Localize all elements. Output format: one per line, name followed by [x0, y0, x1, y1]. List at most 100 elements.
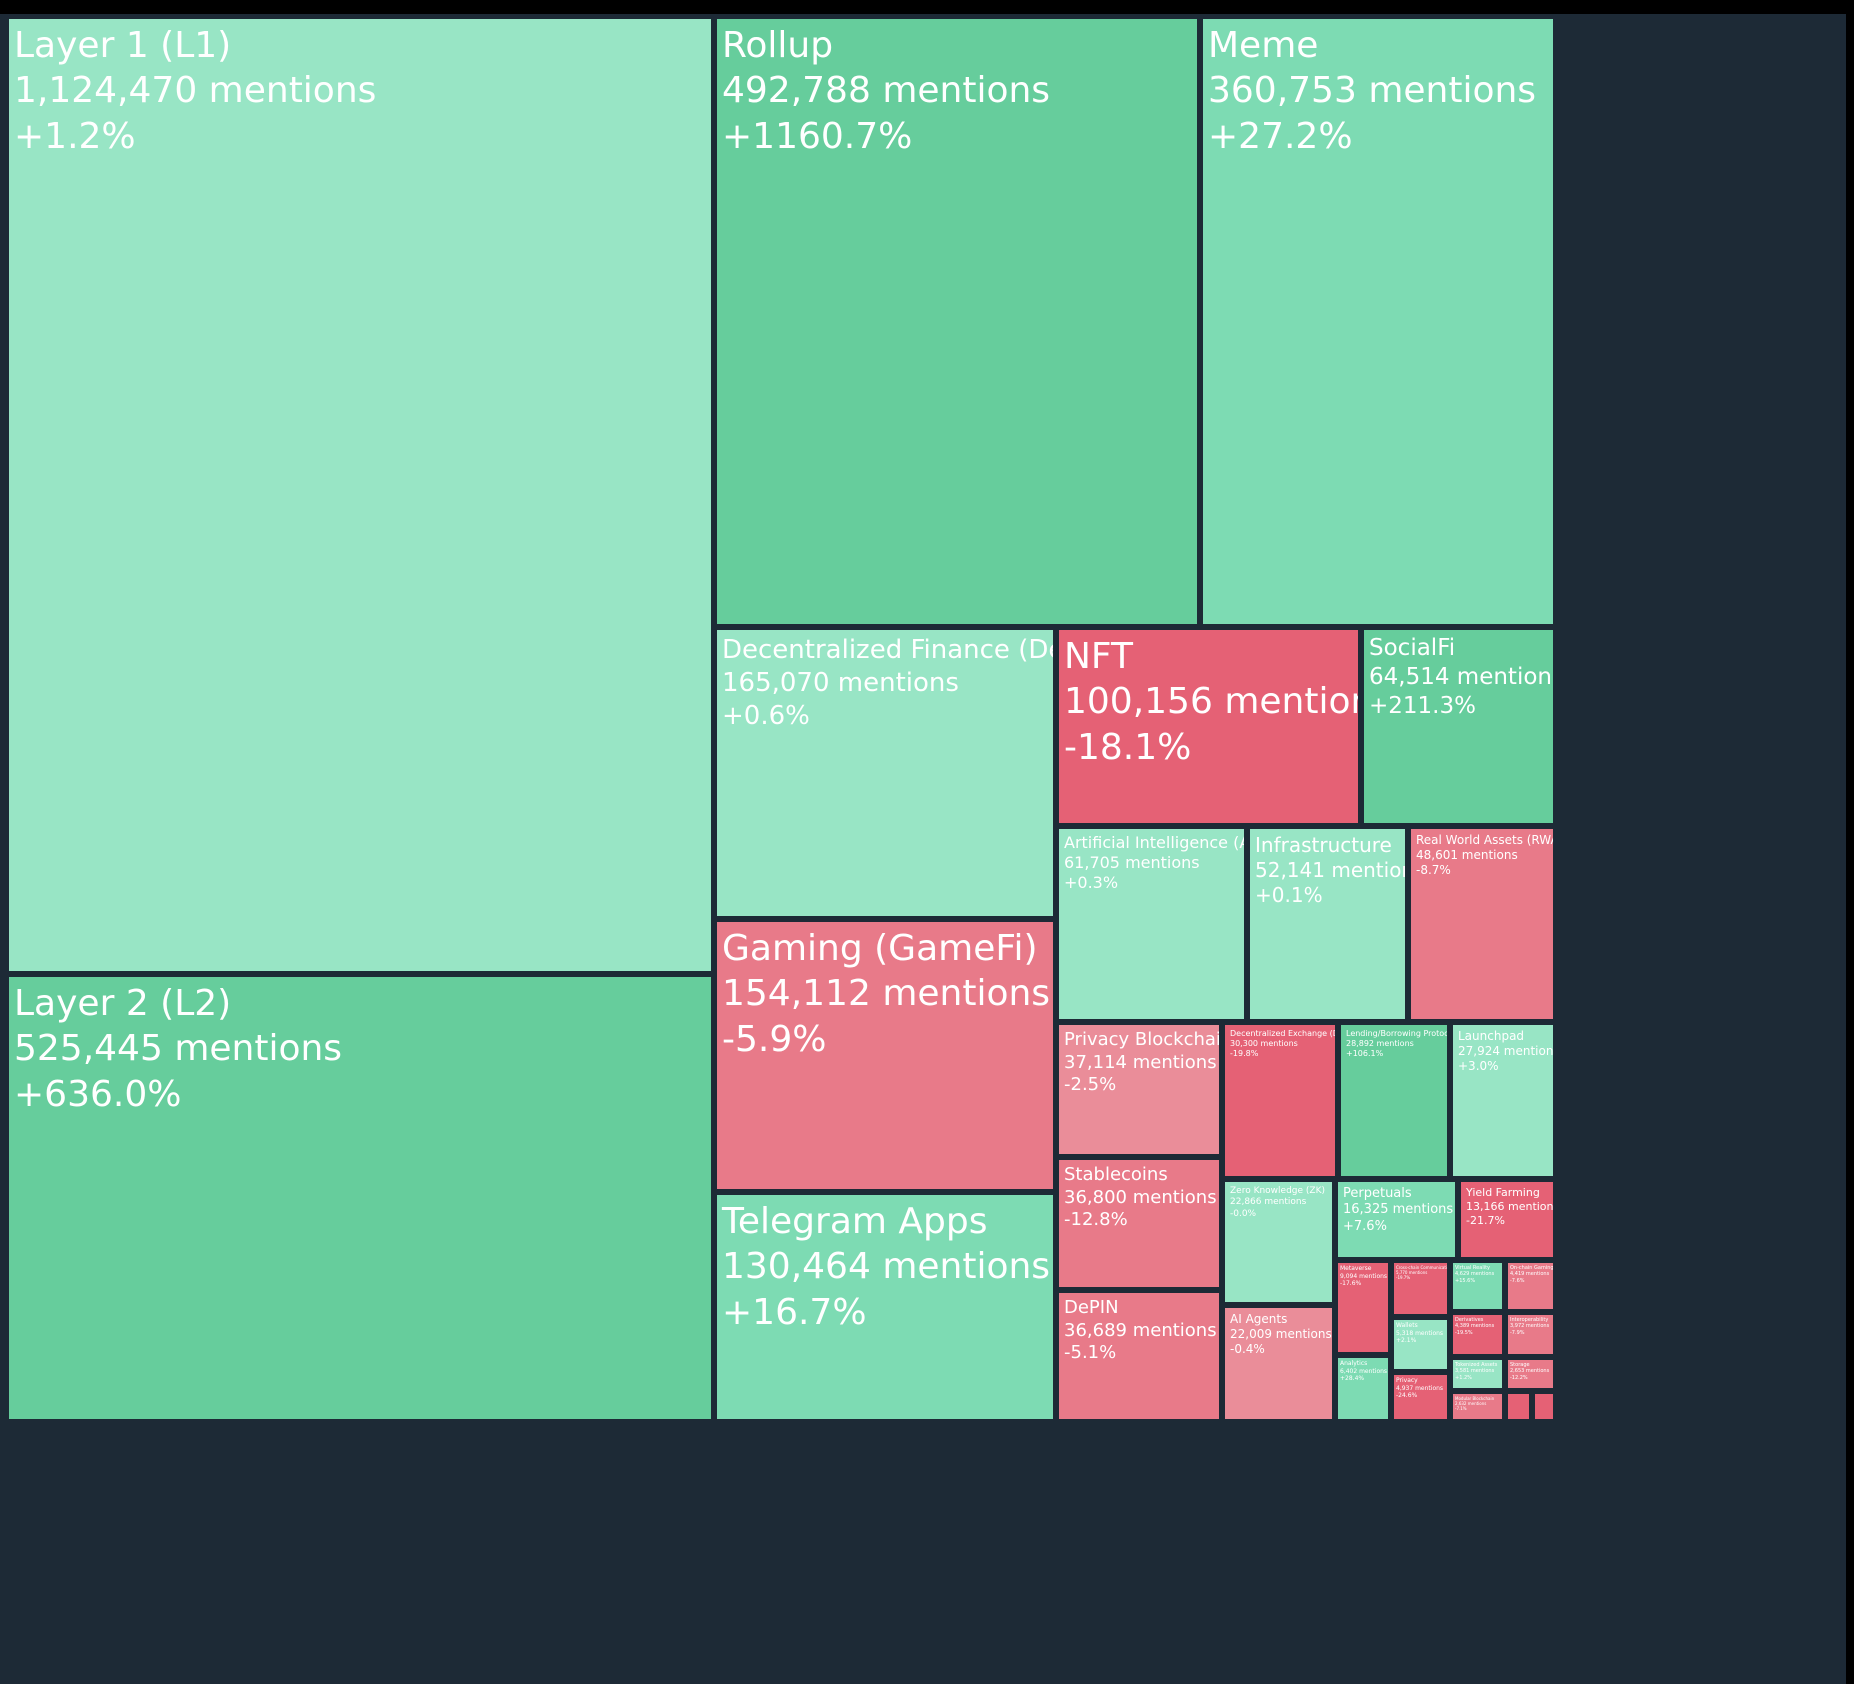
treemap-tile[interactable]: Decentralized Finance (DeFi)165,070 ment…	[714, 627, 1056, 919]
treemap-tile[interactable]: Meme 360,753 mentions +27.2%	[1200, 16, 1556, 627]
treemap-tile[interactable]: Privacy Blockchain 37,114 mentions -2.5%	[1056, 1022, 1222, 1157]
tile-name: Interoperability	[1510, 1317, 1549, 1323]
tile-label-group: Derivatives 4,389 mentions -19.5%	[1455, 1317, 1494, 1336]
tile-label-group: Telegram Apps 130,464 mentions +16.7%	[722, 1199, 1050, 1335]
treemap-tile[interactable]: Perpetuals 16,325 mentions +7.6%	[1335, 1179, 1458, 1260]
tile-name: Launchpad	[1458, 1029, 1525, 1043]
tile-name: Layer 1 (L1)	[14, 25, 232, 66]
treemap-tile[interactable]: On-chain Gaming 4,419 mentions -7.6%	[1505, 1260, 1556, 1312]
treemap-tile[interactable]: Telegram Apps 130,464 mentions +16.7%	[714, 1192, 1056, 1422]
tile-mentions: 52,141 mentions	[1255, 858, 1408, 883]
tile-name: Wallets	[1396, 1322, 1418, 1329]
tile-label-group: Rollup 492,788 mentions +1160.7%	[722, 23, 1050, 159]
treemap-tile[interactable]: Infrastructure 52,141 mentions +0.1%	[1247, 826, 1408, 1022]
treemap-tile[interactable]: Artificial Intelligence (AI) 61,705 menti…	[1056, 826, 1247, 1022]
treemap-tile[interactable]: Wallets 5,318 mentions +2.1%	[1391, 1317, 1450, 1372]
tile-name: Derivatives	[1455, 1317, 1484, 1323]
tile-change: -7.9%	[1510, 1329, 1525, 1336]
tile-mentions: 4,629 mentions	[1455, 1271, 1495, 1278]
tile-change: +636.0%	[14, 1073, 182, 1115]
treemap-tile[interactable]: Layer 1 (L1) 1,124,470 mentions +1.2%	[6, 16, 714, 974]
tile-change: -19.7%	[1396, 1275, 1411, 1281]
tile-mentions: 5,318 mentions	[1396, 1329, 1444, 1337]
tile-mentions: 48,601 mentions	[1416, 848, 1518, 863]
tile-name: Layer 2 (L2)	[14, 983, 232, 1024]
tile-name: DePIN	[1064, 1297, 1119, 1318]
treemap-tile[interactable]: Metaverse 9,094 mentions -17.6%	[1335, 1260, 1391, 1355]
tile-mentions: 165,070 mentions	[722, 667, 959, 698]
treemap-tile[interactable]: Privacy 4,937 mentions -24.6%	[1391, 1372, 1450, 1422]
tile-label-group: AI Agents 22,009 mentions -0.4%	[1230, 1312, 1332, 1357]
tile-mentions: 3,581 mentions	[1455, 1368, 1495, 1375]
treemap-tile[interactable]: Decentralized Exchange (DEX)30,300 menti…	[1222, 1022, 1338, 1179]
tile-change: +0.6%	[722, 700, 810, 731]
tile-mentions: 64,514 mentions	[1369, 663, 1556, 690]
tile-change: +28.4%	[1340, 1375, 1365, 1383]
treemap-tile[interactable]: Storage 2,653 mentions -12.2%	[1505, 1357, 1556, 1391]
treemap-tile[interactable]: Real World Assets (RWA) 48,601 mentions -8…	[1408, 826, 1556, 1022]
treemap-tile[interactable]	[1532, 1391, 1556, 1422]
treemap-tile[interactable]: Gaming (GameFi) 154,112 mentions -5.9%	[714, 919, 1056, 1192]
treemap-tile[interactable]: Zero Knowledge (ZK) 22,866 mentions -0.0%	[1222, 1179, 1335, 1305]
tile-label-group: Stablecoins 36,800 mentions -12.8%	[1064, 1164, 1217, 1232]
tile-mentions: 36,800 mentions	[1064, 1186, 1217, 1208]
tile-label-group: Modular Blockchain 2,632 mentions -7.1%	[1455, 1396, 1494, 1411]
tile-name: Telegram Apps	[722, 1201, 988, 1242]
tile-change: -12.2%	[1510, 1374, 1528, 1381]
tile-change: -7.6%	[1510, 1277, 1525, 1284]
treemap-tile[interactable]: SocialFi 64,514 mentions +211.3%	[1361, 627, 1556, 826]
tile-change: +0.1%	[1255, 883, 1323, 908]
tile-name: Privacy	[1396, 1377, 1418, 1384]
tile-name: Lending/Borrowing Protocols	[1346, 1029, 1450, 1038]
treemap-tile[interactable]: Virtual Reality 4,629 mentions +15.6%	[1450, 1260, 1505, 1312]
treemap-tile[interactable]: Lending/Borrowing Protocols 28,892 mentio…	[1338, 1022, 1450, 1179]
treemap-tile[interactable]: Analytics 6,402 mentions +28.4%	[1335, 1355, 1391, 1422]
tile-change: +27.2%	[1208, 115, 1353, 157]
tile-label-group: DePIN 36,689 mentions -5.1%	[1064, 1297, 1217, 1365]
tile-change: +15.6%	[1455, 1277, 1476, 1284]
treemap-tile[interactable]: Cross-chain Communication 5,770 mentions -…	[1391, 1260, 1450, 1317]
tile-name: Tokenized Assets	[1455, 1362, 1498, 1368]
tile-label-group: On-chain Gaming 4,419 mentions -7.6%	[1510, 1265, 1553, 1284]
tile-change: -0.0%	[1230, 1208, 1257, 1219]
treemap-tile[interactable]: DePIN 36,689 mentions -5.1%	[1056, 1290, 1222, 1422]
tile-change: +0.3%	[1064, 873, 1119, 893]
tile-mentions: 13,166 mentions	[1466, 1199, 1556, 1213]
treemap-tile[interactable]	[1505, 1391, 1532, 1422]
tile-label-group: Cross-chain Communication 5,770 mentions -…	[1396, 1265, 1447, 1281]
tile-name: Decentralized Exchange (DEX)	[1230, 1029, 1338, 1038]
tile-mentions: 492,788 mentions	[722, 70, 1051, 112]
treemap-tile[interactable]: Tokenized Assets 3,581 mentions +1.2%	[1450, 1357, 1505, 1391]
tile-label-group: Privacy Blockchain 37,114 mentions -2.5%	[1064, 1029, 1219, 1097]
tile-mentions: 154,112 mentions	[722, 973, 1051, 1015]
tile-label-group: Analytics 6,402 mentions +28.4%	[1340, 1360, 1387, 1383]
treemap-tile[interactable]: Yield Farming 13,166 mentions -21.7%	[1458, 1179, 1556, 1260]
tile-name: Perpetuals	[1343, 1186, 1412, 1201]
treemap-tile[interactable]: Derivatives 4,389 mentions -19.5%	[1450, 1312, 1505, 1357]
tile-name: Modular Blockchain	[1455, 1396, 1495, 1401]
treemap-tile[interactable]: Rollup 492,788 mentions +1160.7%	[714, 16, 1200, 627]
treemap-tile[interactable]: NFT 100,156 mentions -18.1%	[1056, 627, 1361, 826]
treemap-tile[interactable]: Launchpad 27,924 mentions +3.0%	[1450, 1022, 1556, 1179]
tile-name: Analytics	[1340, 1360, 1368, 1367]
tile-label-group: Privacy 4,937 mentions -24.6%	[1396, 1377, 1443, 1400]
tile-name: Metaverse	[1340, 1265, 1372, 1272]
tile-label-group: Perpetuals 16,325 mentions +7.6%	[1343, 1186, 1453, 1235]
tile-change: -7.1%	[1455, 1406, 1467, 1412]
tile-change: +2.1%	[1396, 1337, 1417, 1345]
tile-mentions: 1,124,470 mentions	[14, 70, 377, 112]
tile-mentions: 4,419 mentions	[1510, 1271, 1550, 1278]
treemap-tile[interactable]: Stablecoins 36,800 mentions -12.8%	[1056, 1157, 1222, 1290]
tile-mentions: 27,924 mentions	[1458, 1044, 1556, 1059]
treemap-tile[interactable]: AI Agents 22,009 mentions -0.4%	[1222, 1305, 1335, 1422]
tile-label-group: Tokenized Assets 3,581 mentions +1.2%	[1455, 1362, 1497, 1381]
treemap-tile[interactable]: Interoperability 3,972 mentions -7.9%	[1505, 1312, 1556, 1357]
tile-name: Stablecoins	[1064, 1164, 1168, 1185]
tile-name: Zero Knowledge (ZK)	[1230, 1186, 1325, 1196]
treemap-tile[interactable]: Modular Blockchain 2,632 mentions -7.1%	[1450, 1391, 1505, 1422]
tile-mentions: 9,094 mentions	[1340, 1272, 1388, 1280]
tile-label-group: Layer 1 (L1) 1,124,470 mentions +1.2%	[14, 23, 376, 159]
tile-mentions: 2,632 mentions	[1455, 1401, 1487, 1407]
tile-mentions: 22,866 mentions	[1230, 1197, 1307, 1208]
treemap-tile[interactable]: Layer 2 (L2) 525,445 mentions +636.0%	[6, 974, 714, 1422]
